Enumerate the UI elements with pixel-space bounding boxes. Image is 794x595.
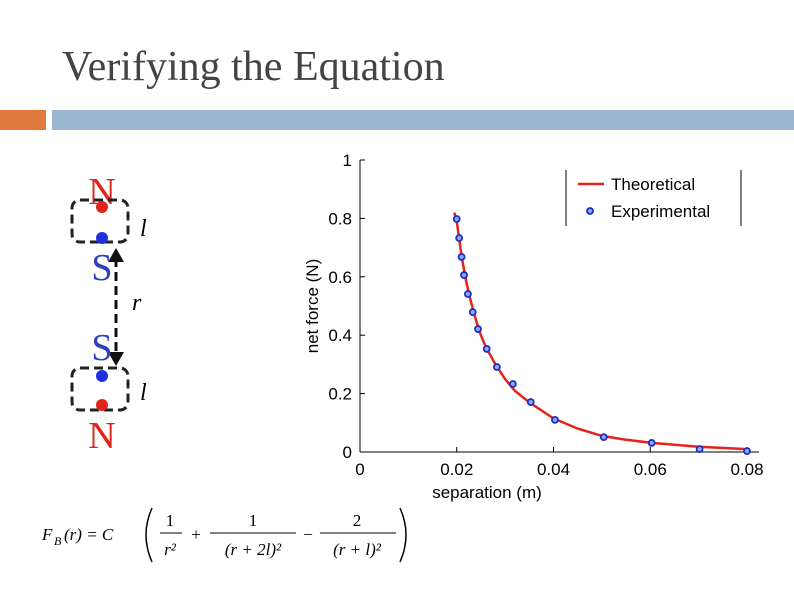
data-point: [474, 325, 482, 333]
legend-label: Theoretical: [611, 175, 695, 194]
data-point: [463, 290, 472, 298]
pole-dot: [96, 201, 108, 213]
pole-label: S: [91, 327, 112, 369]
data-point: [468, 308, 477, 317]
pole-dot: [96, 232, 108, 244]
paren: [399, 507, 407, 563]
data-point: [599, 433, 608, 442]
y-tick-label: 0.6: [328, 268, 352, 287]
length-label: l: [140, 380, 147, 406]
chart: separation (m) net force (N) 0 0.02 0.04 0.…: [303, 151, 764, 502]
data-point: [482, 345, 491, 353]
y-tick-label: 0: [343, 443, 352, 462]
header-bar: [52, 110, 794, 130]
magnet-outline: [70, 366, 130, 412]
data-point: [508, 380, 517, 388]
eq-subscript: B: [54, 534, 62, 548]
data-point: [743, 447, 751, 456]
data-line: [453, 212, 748, 451]
x-tick-label: 0.08: [730, 460, 763, 479]
eq-numerator: 2: [353, 511, 362, 530]
magnet-diagram: N S l r S N l: [70, 171, 147, 457]
data-point: [460, 271, 468, 279]
eq-denominator: (r + 2l)²: [225, 540, 282, 559]
eq-numerator: 1: [166, 511, 175, 530]
pole-label: S: [91, 247, 112, 289]
eq-operator: −: [303, 525, 313, 544]
data-point: [647, 439, 656, 447]
data-point: [526, 398, 535, 406]
magnet-outline: [70, 198, 130, 244]
arrow-heads: [108, 248, 124, 366]
slide-title: Verifying the Equation: [62, 44, 445, 90]
data-point: [493, 363, 501, 371]
equation: F B (r) = C 1 r² + 1 (r + 2l)² − 2 (r + …: [41, 507, 407, 563]
eq-denominator: (r + l)²: [333, 540, 382, 559]
data-point: [457, 253, 466, 261]
y-axis-label: net force (N): [303, 259, 322, 353]
x-tick-label: 0: [355, 460, 364, 479]
legend-marker: [586, 207, 594, 215]
y-tick-label: 1: [343, 151, 352, 170]
length-label: l: [140, 216, 147, 242]
pole-dot: [96, 399, 108, 411]
data-point: [455, 234, 464, 242]
eq-operator: +: [191, 525, 201, 544]
x-tick-label: 0.04: [537, 460, 570, 479]
x-axis-label: separation (m): [432, 483, 542, 502]
data-point: [551, 415, 559, 424]
y-tick-label: 0.2: [328, 385, 352, 404]
y-tick-label: 0.8: [328, 209, 352, 228]
eq-numerator: 1: [249, 511, 258, 530]
y-tick-label: 0.4: [328, 326, 352, 345]
pole-label: N: [88, 415, 115, 457]
data-point: [695, 445, 704, 453]
x-tick-label: 0.06: [634, 460, 667, 479]
eq-lhs: (r) = C: [64, 525, 114, 544]
pole-dot: [96, 370, 108, 382]
accent-bar: [0, 110, 46, 130]
x-tick-label: 0.02: [440, 460, 473, 479]
separation-label: r: [132, 290, 142, 316]
legend-label: Experimental: [611, 202, 710, 221]
data-point: [452, 215, 461, 223]
eq-function: F: [41, 525, 53, 544]
eq-denominator: r²: [164, 540, 177, 559]
paren: [145, 507, 153, 563]
